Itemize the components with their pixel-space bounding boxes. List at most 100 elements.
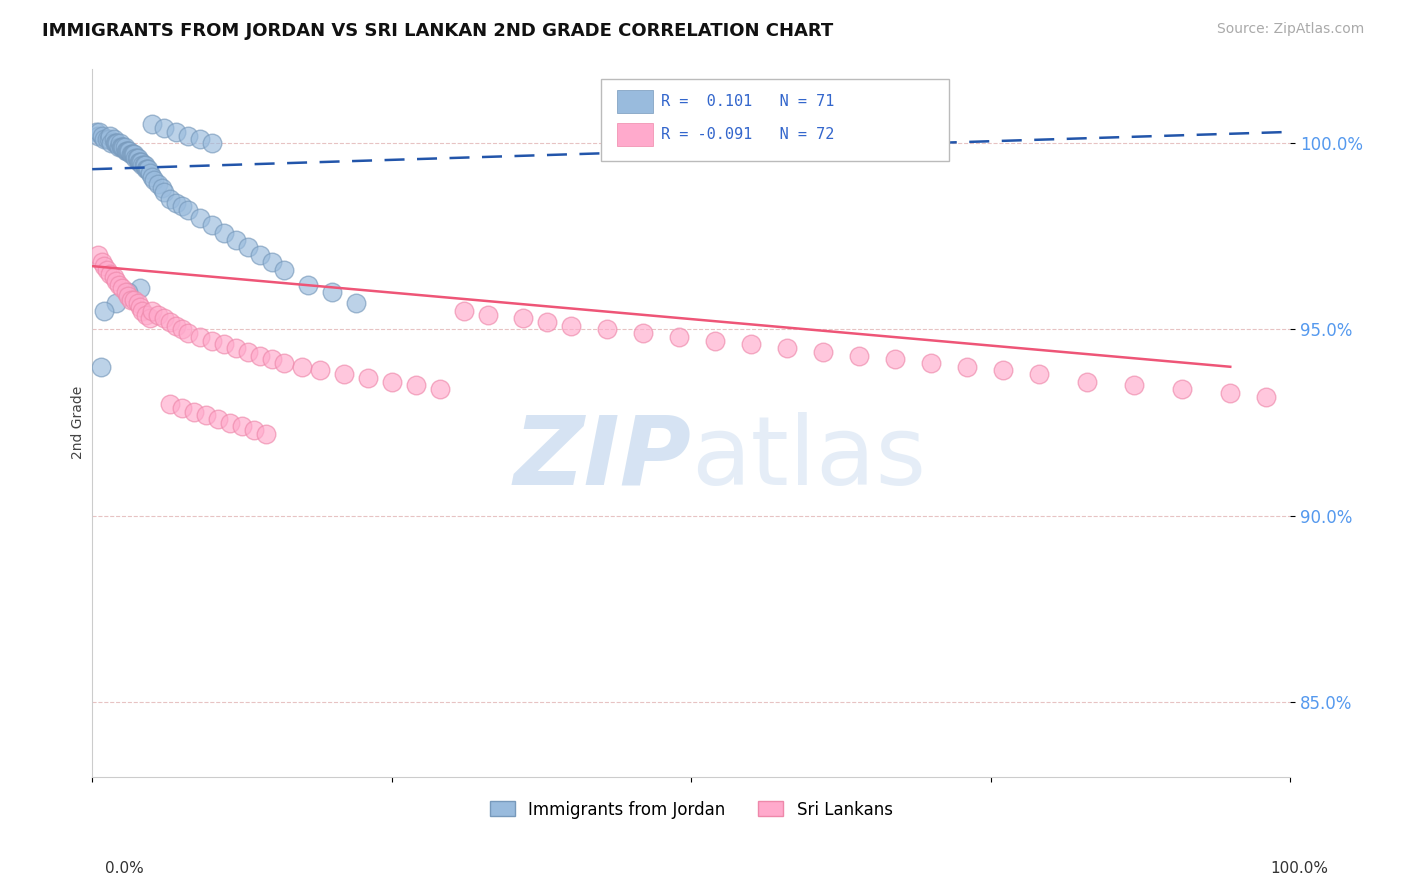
Point [243, 423, 266, 437]
Point [273, 263, 295, 277]
Point [122, 293, 145, 307]
Point [165, 318, 187, 333]
FancyBboxPatch shape [617, 90, 652, 113]
Point [429, 382, 451, 396]
Point [141, 303, 163, 318]
Point [536, 315, 558, 329]
Point [105, 296, 128, 310]
Point [170, 401, 193, 415]
Point [254, 426, 277, 441]
Point [115, 144, 138, 158]
Point [811, 344, 834, 359]
Point [231, 419, 253, 434]
Point [188, 211, 211, 225]
Point [131, 303, 153, 318]
Point [236, 344, 259, 359]
Point [1123, 378, 1146, 392]
Point [129, 300, 152, 314]
Point [128, 154, 150, 169]
Point [129, 154, 152, 169]
Point [920, 356, 942, 370]
Point [124, 151, 146, 165]
Point [90, 255, 112, 269]
Point [89, 125, 111, 139]
Point [1076, 375, 1098, 389]
Point [118, 144, 141, 158]
Point [321, 285, 343, 300]
Point [219, 416, 242, 430]
Point [170, 322, 193, 336]
Point [107, 277, 129, 292]
Point [131, 158, 153, 172]
Point [110, 140, 132, 154]
Point [195, 409, 218, 423]
Point [249, 349, 271, 363]
Text: R = -0.091   N = 72: R = -0.091 N = 72 [661, 127, 835, 142]
Point [260, 255, 283, 269]
Point [121, 147, 143, 161]
Point [146, 308, 169, 322]
Point [332, 368, 354, 382]
Point [122, 147, 145, 161]
Point [111, 281, 134, 295]
Point [177, 203, 200, 218]
Point [114, 144, 136, 158]
Point [146, 177, 169, 191]
Point [108, 136, 131, 150]
Point [90, 359, 112, 374]
Point [122, 147, 145, 161]
Point [159, 192, 181, 206]
Point [159, 315, 181, 329]
Point [956, 359, 979, 374]
Point [84, 125, 107, 139]
Point [103, 132, 125, 146]
Point [1171, 382, 1194, 396]
Point [117, 144, 139, 158]
Point [249, 248, 271, 262]
Point [136, 162, 159, 177]
Point [117, 285, 139, 300]
Point [308, 363, 330, 377]
Point [141, 169, 163, 184]
Point [848, 349, 870, 363]
Point [104, 136, 127, 150]
Point [883, 352, 905, 367]
Point [297, 277, 319, 292]
Point [177, 326, 200, 341]
Text: ZIP: ZIP [513, 411, 692, 505]
Point [1219, 385, 1241, 400]
Point [127, 151, 149, 165]
Point [87, 128, 110, 143]
FancyBboxPatch shape [617, 123, 652, 146]
Point [103, 270, 125, 285]
Text: 100.0%: 100.0% [1271, 861, 1329, 876]
Point [159, 397, 181, 411]
Point [138, 166, 160, 180]
Point [207, 412, 229, 426]
Point [96, 263, 118, 277]
Point [98, 128, 121, 143]
Point [105, 136, 128, 150]
Text: R =  0.101   N = 71: R = 0.101 N = 71 [661, 94, 835, 109]
Point [107, 140, 129, 154]
Point [127, 296, 149, 310]
Point [96, 132, 118, 146]
Point [405, 378, 427, 392]
Point [153, 121, 176, 136]
Point [135, 162, 157, 177]
Point [150, 181, 173, 195]
Point [201, 218, 224, 232]
Point [111, 140, 134, 154]
Point [153, 185, 176, 199]
Point [87, 248, 110, 262]
Point [125, 151, 148, 165]
Point [183, 404, 205, 418]
Point [991, 363, 1014, 377]
Point [740, 337, 762, 351]
Point [135, 308, 157, 322]
Point [560, 318, 582, 333]
Point [201, 334, 224, 348]
Point [212, 226, 235, 240]
Point [165, 195, 187, 210]
Point [273, 356, 295, 370]
